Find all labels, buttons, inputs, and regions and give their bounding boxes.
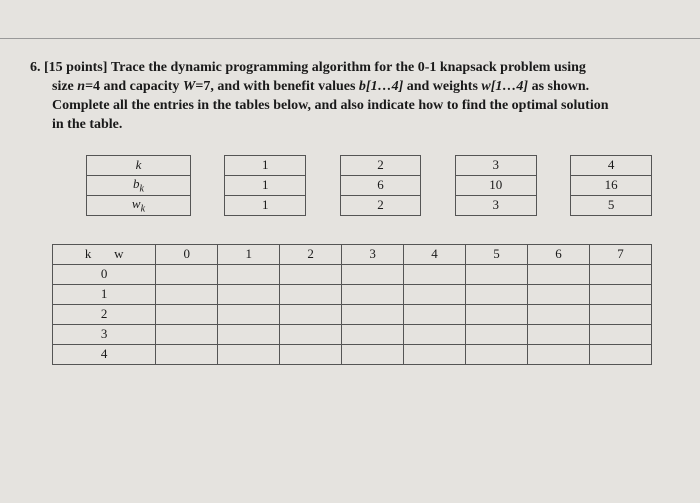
params-cell: 16 — [571, 175, 652, 195]
q-l2-m1: and capacity — [100, 79, 183, 94]
dp-cell — [466, 304, 528, 324]
dp-cell — [156, 284, 218, 304]
question-first-line: 6. [15 points] Trace the dynamic program… — [30, 60, 670, 76]
dp-cell — [404, 284, 466, 304]
q-wval: =7 — [195, 79, 210, 94]
dp-row-header: 1 — [53, 284, 156, 304]
dp-cell — [466, 344, 528, 364]
q-W: W — [183, 79, 195, 94]
dp-col-header: 6 — [527, 244, 589, 264]
params-cell: 1 — [225, 195, 306, 215]
dp-col-header: 0 — [156, 244, 218, 264]
dp-cell — [589, 264, 651, 284]
dp-col-header: 4 — [404, 244, 466, 264]
params-table: k1234bk161016wk1235 — [52, 155, 652, 216]
dp-col-header: 7 — [589, 244, 651, 264]
dp-cell — [218, 304, 280, 324]
params-cell: 1 — [225, 175, 306, 195]
dp-cell — [342, 304, 404, 324]
params-cell: 6 — [340, 175, 421, 195]
dp-cell — [218, 284, 280, 304]
dp-cell — [527, 284, 589, 304]
page-top-rule — [0, 38, 700, 39]
params-cell: 5 — [571, 195, 652, 215]
dp-cell — [466, 284, 528, 304]
dp-cell — [527, 344, 589, 364]
dp-cell — [589, 344, 651, 364]
dp-cell — [218, 264, 280, 284]
q-line4: in the table. — [52, 117, 122, 132]
dp-cell — [156, 324, 218, 344]
question-points: [15 points] — [44, 60, 107, 75]
dp-cell — [342, 284, 404, 304]
params-cell: 3 — [455, 155, 536, 175]
dp-cell — [280, 344, 342, 364]
dp-col-header: 3 — [342, 244, 404, 264]
dp-cell — [404, 324, 466, 344]
params-cell: 1 — [225, 155, 306, 175]
q-n: n — [77, 79, 85, 94]
dp-cell — [280, 304, 342, 324]
dp-corner: k w — [53, 244, 156, 264]
dp-row-header: 3 — [53, 324, 156, 344]
question-block: 6. [15 points] Trace the dynamic program… — [30, 60, 670, 135]
question-body: size n=4 and capacity W=7, and with bene… — [30, 78, 670, 135]
dp-cell — [342, 344, 404, 364]
q-l2-m3: and weights — [403, 79, 481, 94]
dp-row-header: 4 — [53, 344, 156, 364]
dp-cell — [156, 264, 218, 284]
params-cell: 4 — [571, 155, 652, 175]
dp-cell — [527, 304, 589, 324]
dp-cell — [404, 304, 466, 324]
q-barr: b[1…4] — [359, 79, 403, 94]
params-row-label: wk — [87, 195, 191, 215]
q-l2-end: as shown. — [528, 79, 589, 94]
params-cell: 3 — [455, 195, 536, 215]
params-cell: 2 — [340, 195, 421, 215]
q-line3: Complete all the entries in the tables b… — [52, 98, 609, 113]
params-row-label: k — [87, 155, 191, 175]
params-cell: 10 — [455, 175, 536, 195]
dp-cell — [404, 264, 466, 284]
dp-cell — [404, 344, 466, 364]
dp-col-header: 1 — [218, 244, 280, 264]
dp-cell — [280, 264, 342, 284]
dp-row-header: 0 — [53, 264, 156, 284]
params-row-label: bk — [87, 175, 191, 195]
dp-cell — [156, 304, 218, 324]
dp-col-header: 5 — [466, 244, 528, 264]
dp-cell — [466, 324, 528, 344]
question-number: 6. — [30, 60, 41, 75]
dp-cell — [466, 264, 528, 284]
dp-row-header: 2 — [53, 304, 156, 324]
dp-cell — [280, 284, 342, 304]
dp-col-header: 2 — [280, 244, 342, 264]
dp-table: k w012345670 1 2 3 4 — [52, 244, 652, 365]
dp-cell — [527, 324, 589, 344]
dp-cell — [218, 344, 280, 364]
dp-cell — [342, 264, 404, 284]
q-nval: =4 — [85, 79, 100, 94]
dp-cell — [218, 324, 280, 344]
q-l2-pre: size — [52, 79, 77, 94]
question-line1: Trace the dynamic programming algorithm … — [111, 60, 586, 75]
q-l2-m2: , and with benefit values — [210, 79, 359, 94]
dp-cell — [156, 344, 218, 364]
dp-cell — [527, 264, 589, 284]
dp-cell — [342, 324, 404, 344]
dp-cell — [280, 324, 342, 344]
params-cell: 2 — [340, 155, 421, 175]
dp-cell — [589, 284, 651, 304]
dp-cell — [589, 304, 651, 324]
dp-cell — [589, 324, 651, 344]
q-warr: w[1…4] — [481, 79, 528, 94]
